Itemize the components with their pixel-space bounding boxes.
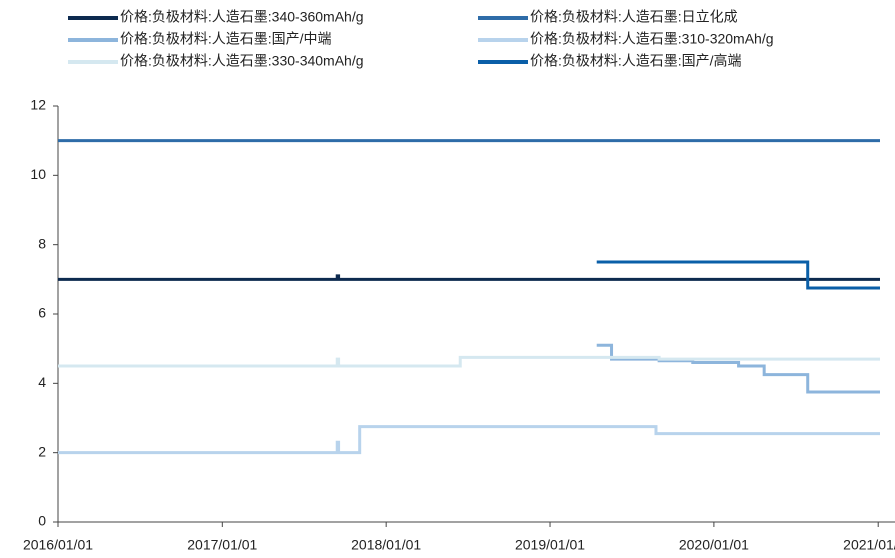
x-tick-label: 2016/01/01 <box>23 537 93 553</box>
legend-label: 价格:负极材料:人造石墨:国产/中端 <box>120 31 332 47</box>
y-tick-label: 8 <box>38 235 46 251</box>
y-tick-label: 2 <box>38 443 46 459</box>
x-tick-label: 2021/01/01 <box>843 537 895 553</box>
y-tick-label: 6 <box>38 305 46 321</box>
legend-label: 价格:负极材料:人造石墨:340-360mAh/g <box>120 9 364 25</box>
y-tick-label: 10 <box>30 166 46 182</box>
series-line <box>596 343 880 394</box>
y-tick-label: 12 <box>30 97 46 113</box>
series-line <box>58 355 880 368</box>
legend-label: 价格:负极材料:人造石墨:国产/高端 <box>530 53 742 69</box>
y-tick-label: 0 <box>38 513 46 529</box>
series-line <box>596 260 880 290</box>
series-line <box>58 274 880 281</box>
x-tick-label: 2020/01/01 <box>679 537 749 553</box>
legend-label: 价格:负极材料:人造石墨:310-320mAh/g <box>530 31 774 47</box>
x-tick-label: 2019/01/01 <box>515 537 585 553</box>
y-tick-label: 4 <box>38 374 46 390</box>
x-tick-label: 2018/01/01 <box>351 537 421 553</box>
x-tick-label: 2017/01/01 <box>187 537 257 553</box>
legend-label: 价格:负极材料:人造石墨:日立化成 <box>530 9 738 25</box>
legend-label: 价格:负极材料:人造石墨:330-340mAh/g <box>120 53 364 69</box>
series-line <box>58 425 880 455</box>
